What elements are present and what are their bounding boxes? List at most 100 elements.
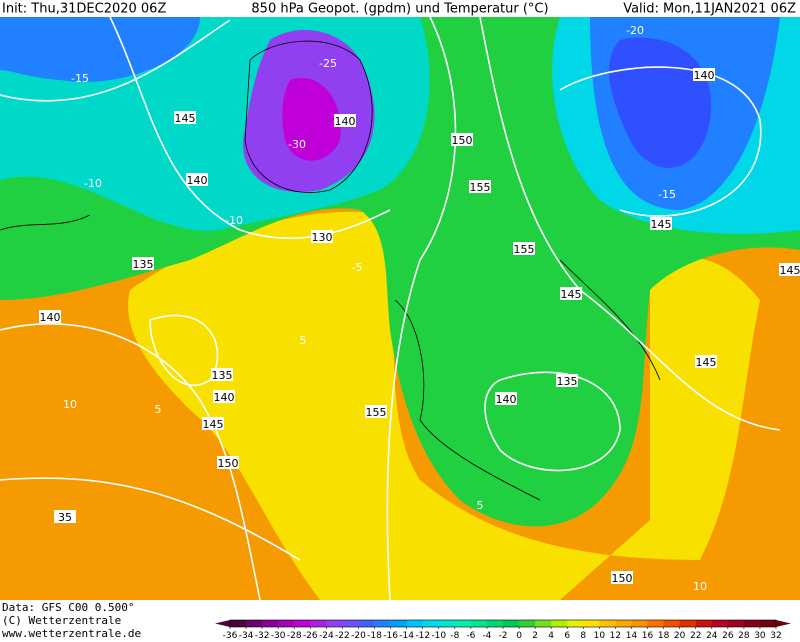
greenland-core — [282, 78, 341, 161]
colorbar-swatch — [727, 620, 745, 627]
colorbar-label: -20 — [351, 631, 366, 641]
colorbar-swatch — [470, 620, 488, 627]
height-label: 135 — [212, 369, 233, 382]
label-box — [611, 571, 633, 584]
colorbar-label: -24 — [319, 631, 334, 641]
colorbar-label: -30 — [271, 631, 286, 641]
colorbar-label: -28 — [287, 631, 302, 641]
colorbar-label: 14 — [626, 631, 638, 641]
height-label: 140 — [40, 311, 61, 324]
colorbar-swatch — [567, 620, 584, 627]
colorbar-label: 16 — [642, 631, 654, 641]
colorbar-label: 30 — [754, 631, 766, 641]
height-label: 155 — [514, 243, 535, 256]
colorbar-swatch — [679, 620, 697, 627]
label-box — [334, 114, 356, 127]
coastline — [0, 40, 661, 501]
temperature-label: 5 — [477, 499, 484, 512]
label-box — [779, 263, 800, 276]
data-source: Data: GFS C00 0.500° — [2, 601, 134, 614]
colorbar-label: 10 — [594, 631, 606, 641]
colorbar-label: 20 — [674, 631, 686, 641]
colorbar-swatch — [535, 620, 552, 627]
very-cold-region — [0, 17, 200, 82]
label-box — [556, 374, 578, 387]
colorbar-swatch — [711, 620, 729, 627]
colorbar: -36 -34 -32 -30 -28 -26 -24 -22 -20 -18 -16 -14 -12-… — [215, 619, 791, 641]
colorbar-swatch — [358, 620, 376, 627]
label-box — [365, 405, 387, 418]
website: www.wetterzentrale.de — [2, 627, 141, 640]
label-box — [202, 417, 224, 430]
colorbar-swatch — [438, 620, 456, 627]
label-box — [495, 392, 517, 405]
temperature-label: -10 — [84, 177, 102, 190]
height-label: 145 — [561, 288, 582, 301]
colorbar-swatch — [374, 620, 392, 627]
colorbar-label: -26 — [303, 631, 318, 641]
height-label: 150 — [452, 134, 473, 147]
label-box — [217, 456, 239, 469]
label-box — [513, 242, 535, 255]
colorbar-swatch — [759, 620, 777, 627]
label-box — [39, 310, 61, 323]
label-box — [695, 355, 717, 368]
colorbar-swatch — [743, 620, 761, 627]
colorbar-label: -8 — [450, 631, 459, 641]
temperature-label: -5 — [352, 261, 363, 274]
colorbar-swatch — [663, 620, 681, 627]
colorbar-label: 24 — [706, 631, 718, 641]
colorbar-label: 28 — [738, 631, 750, 641]
temperature-label: -20 — [626, 24, 644, 37]
colorbar-label: 2 — [532, 631, 538, 641]
colorbar-label: 6 — [564, 631, 570, 641]
height-label: 130 — [312, 231, 333, 244]
colorbar-label: 32 — [770, 631, 781, 641]
colorbar-swatch — [310, 620, 327, 627]
label-box — [469, 180, 491, 193]
colorbar-label: 26 — [722, 631, 734, 641]
map-title: 850 hPa Geopot. (gpdm) und Temperatur (°… — [251, 2, 548, 17]
temperature-label: -10 — [225, 214, 243, 227]
colorbar-swatch — [294, 620, 311, 627]
temperature-label: 10 — [693, 580, 707, 593]
label-box — [211, 368, 233, 381]
colorbar-swatch — [615, 620, 632, 627]
height-label: 150 — [612, 572, 633, 585]
height-label: 145 — [203, 418, 224, 431]
colorbar-label: 18 — [658, 631, 670, 641]
colorbar-label: -2 — [499, 631, 508, 641]
label-box — [132, 257, 154, 270]
height-label: 150 — [218, 457, 239, 470]
colorbar-label: -32 — [255, 631, 270, 641]
colorbar-swatch — [503, 620, 520, 627]
height-label: 140 — [187, 174, 208, 187]
colorbar-label: 22 — [690, 631, 701, 641]
height-label: 140 — [694, 69, 715, 82]
colorbar-label: -12 — [415, 631, 430, 641]
colorbar-label: -14 — [399, 631, 414, 641]
colorbar-swatch — [262, 620, 279, 627]
height-label: 145 — [780, 264, 800, 277]
colorbar-swatch — [406, 620, 424, 627]
height-label: 145 — [651, 218, 672, 231]
height-label: 35 — [58, 511, 72, 524]
colorbar-label: 8 — [580, 631, 586, 641]
colorbar-swatch — [599, 620, 616, 627]
colorbar-label: -10 — [431, 631, 446, 641]
height-label: 140 — [496, 393, 517, 406]
colorbar-swatch — [551, 620, 568, 627]
height-label: 140 — [335, 115, 356, 128]
colorbar-label: -34 — [239, 631, 254, 641]
colorbar-swatch — [422, 620, 440, 627]
colorbar-swatch — [486, 620, 504, 627]
colorbar-end — [776, 620, 791, 627]
colorbar-label: 4 — [548, 631, 554, 641]
colorbar-label: 0 — [516, 631, 522, 641]
height-label: 155 — [470, 181, 491, 194]
height-label: 135 — [557, 375, 578, 388]
height-label: 140 — [214, 391, 235, 404]
colorbar-swatch — [246, 620, 263, 627]
temperature-label: -15 — [658, 188, 676, 201]
